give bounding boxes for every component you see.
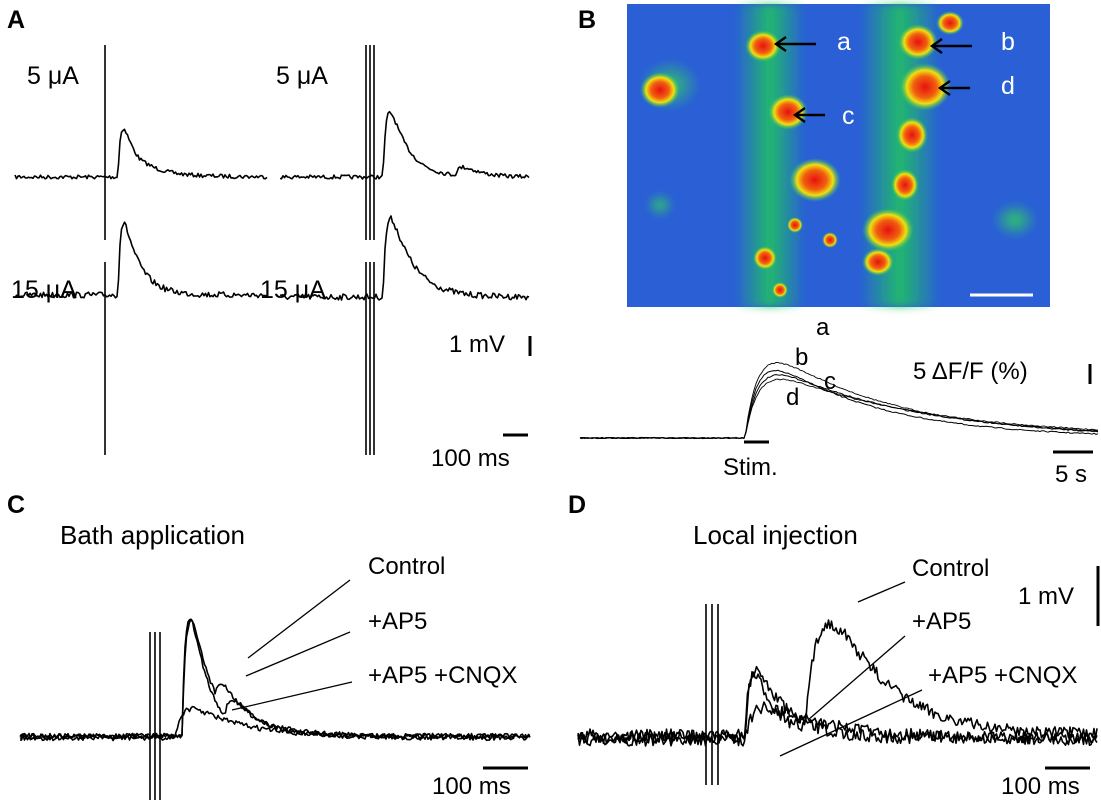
epsp-trace [14, 221, 268, 299]
cell-label-b: b [1001, 28, 1015, 56]
stim-label: Stim. [723, 454, 778, 481]
stim-amplitude-label: 5 μA [27, 62, 79, 90]
panel-label-a: A [7, 6, 26, 34]
legend-leaders [231, 579, 923, 757]
panel-c-title: Bath application [60, 520, 246, 550]
a-scale-t-label: 100 ms [431, 445, 510, 472]
b-scale-y-label: 5 ΔF/F (%) [913, 358, 1028, 385]
c-scale-t-label: 100 ms [432, 773, 511, 800]
legend-control: Control [912, 555, 990, 582]
epsp-trace [279, 215, 530, 301]
legend-control: Control [368, 553, 446, 580]
panel-label-d: D [568, 491, 587, 519]
scale-bars [483, 336, 1100, 770]
d-scale-v-label: 1 mV [1018, 583, 1075, 610]
trace-label-a: a [816, 314, 830, 341]
legend-ap5: +AP5 [368, 608, 428, 635]
panel-label-c: C [7, 491, 26, 519]
epsp-trace [279, 110, 530, 180]
cell-label-d: d [1001, 72, 1015, 100]
field-trace [19, 705, 531, 742]
d-scale-t-label: 100 ms [1001, 773, 1080, 800]
legend-ap5-cnqx: +AP5 +CNQX [928, 662, 1078, 689]
stim-amplitude-label: 5 μA [276, 62, 328, 90]
arrows [773, 36, 972, 123]
epsp-trace [14, 128, 268, 180]
trace-label-d: d [786, 384, 800, 411]
cell-label-c: c [842, 102, 855, 130]
cell-label-a: a [837, 28, 851, 56]
fluorescence-trace [579, 378, 1099, 440]
legend-ap5: +AP5 [912, 608, 972, 635]
stim-amplitude-label: 15 μA [11, 276, 77, 304]
a-scale-v-label: 1 mV [449, 331, 506, 358]
b-scale-t-label: 5 s [1055, 461, 1088, 488]
stim-amplitude-label: 15 μA [260, 276, 326, 304]
calcium-image [627, 4, 1050, 307]
legend-ap5-cnqx: +AP5 +CNQX [368, 662, 518, 689]
field-trace [577, 619, 1098, 742]
panel-d-title: Local injection [693, 520, 858, 550]
trace-label-c: c [824, 368, 836, 395]
panel-label-b: B [578, 6, 597, 34]
trace-label-b: b [795, 344, 809, 371]
